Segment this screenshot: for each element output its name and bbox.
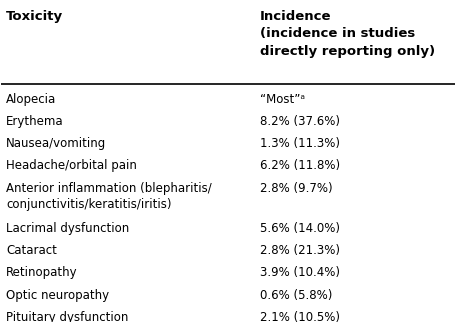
Text: Lacrimal dysfunction: Lacrimal dysfunction: [6, 222, 129, 235]
Text: Headache/orbital pain: Headache/orbital pain: [6, 159, 137, 172]
Text: Incidence
(incidence in studies
directly reporting only): Incidence (incidence in studies directly…: [260, 10, 435, 58]
Text: Toxicity: Toxicity: [6, 10, 63, 23]
Text: Erythema: Erythema: [6, 115, 64, 128]
Text: Cataract: Cataract: [6, 244, 57, 257]
Text: 5.6% (14.0%): 5.6% (14.0%): [260, 222, 340, 235]
Text: 1.3% (11.3%): 1.3% (11.3%): [260, 137, 340, 150]
Text: Pituitary dysfunction: Pituitary dysfunction: [6, 311, 128, 322]
Text: “Most”ᵃ: “Most”ᵃ: [260, 93, 305, 106]
Text: 8.2% (37.6%): 8.2% (37.6%): [260, 115, 340, 128]
Text: 2.8% (9.7%): 2.8% (9.7%): [260, 182, 333, 194]
Text: 3.9% (10.4%): 3.9% (10.4%): [260, 267, 340, 279]
Text: Optic neuropathy: Optic neuropathy: [6, 289, 109, 302]
Text: Retinopathy: Retinopathy: [6, 267, 78, 279]
Text: Alopecia: Alopecia: [6, 93, 56, 106]
Text: Nausea/vomiting: Nausea/vomiting: [6, 137, 106, 150]
Text: 2.1% (10.5%): 2.1% (10.5%): [260, 311, 340, 322]
Text: 2.8% (21.3%): 2.8% (21.3%): [260, 244, 340, 257]
Text: Anterior inflammation (blepharitis/
conjunctivitis/keratitis/iritis): Anterior inflammation (blepharitis/ conj…: [6, 182, 212, 211]
Text: 0.6% (5.8%): 0.6% (5.8%): [260, 289, 333, 302]
Text: 6.2% (11.8%): 6.2% (11.8%): [260, 159, 340, 172]
